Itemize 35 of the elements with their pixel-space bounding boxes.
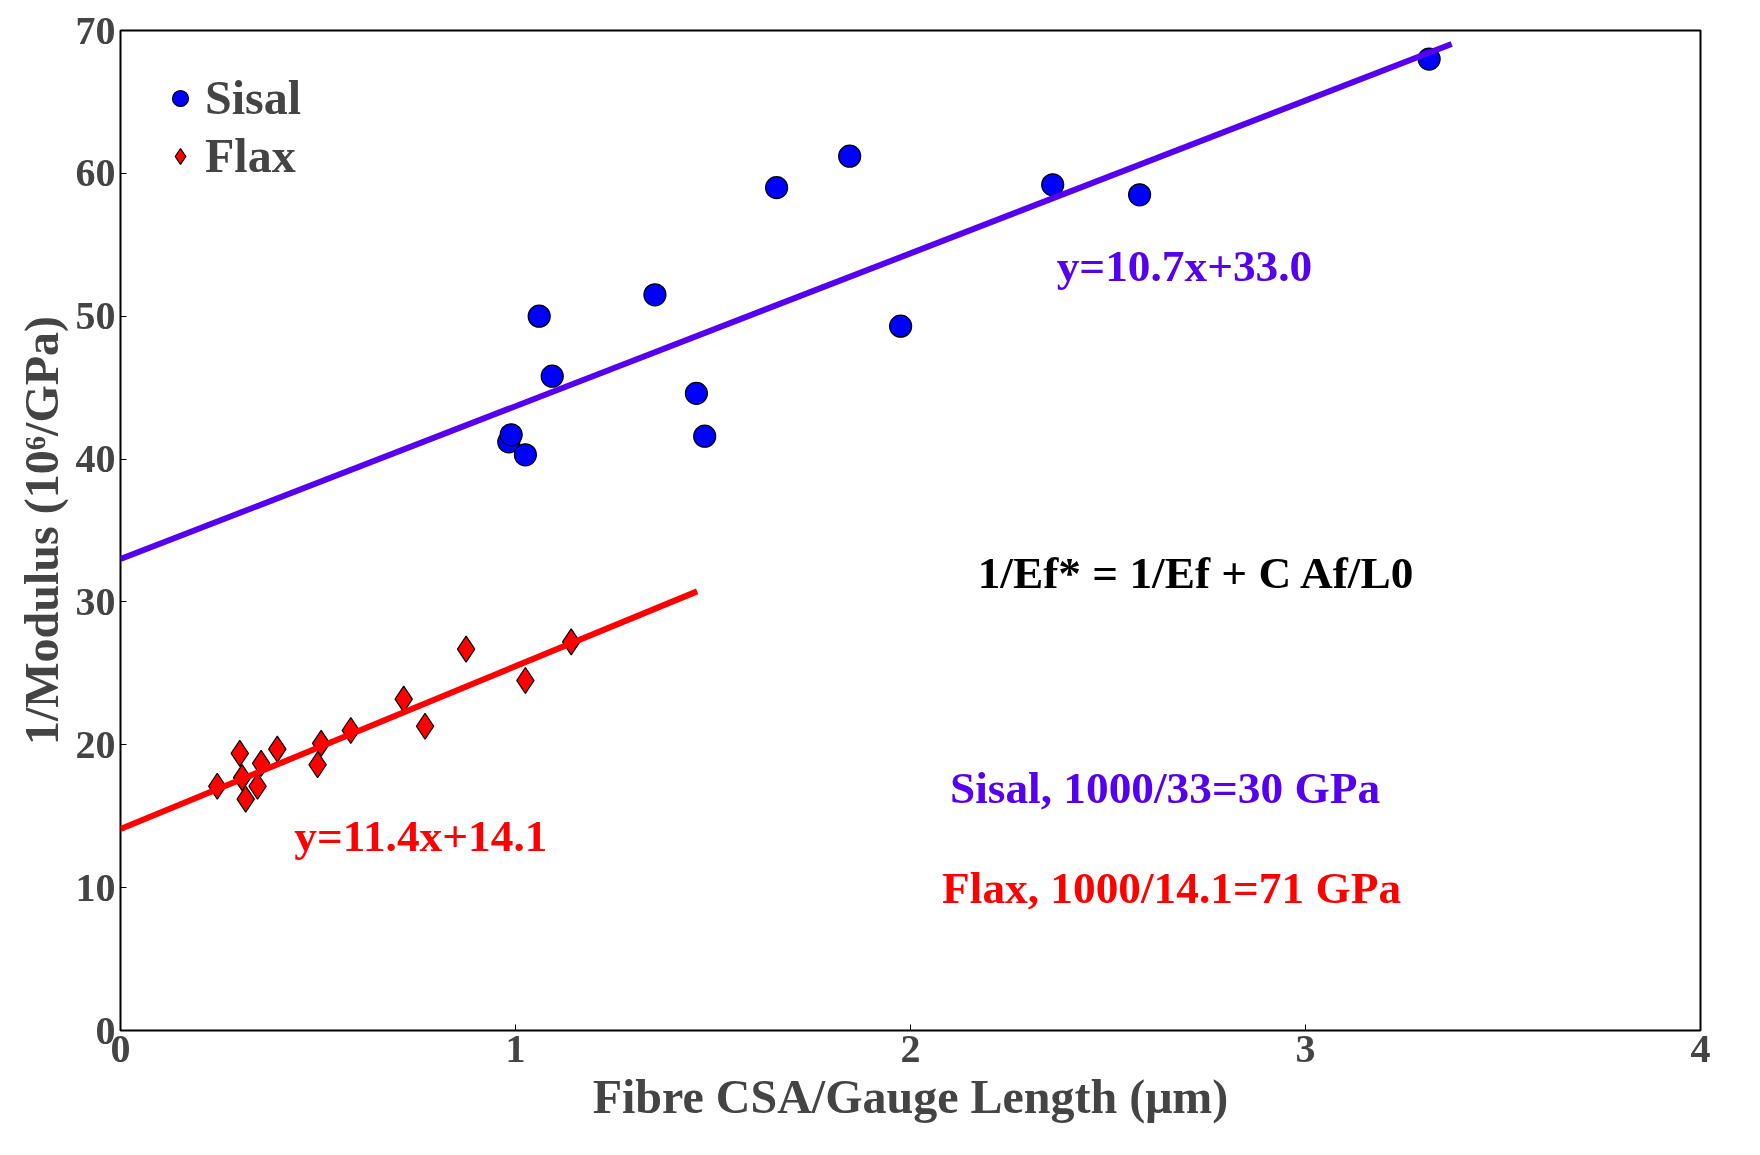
point	[415, 712, 435, 740]
x-tick-label: 3	[1295, 1025, 1316, 1071]
annotation: y=11.4x+14.1	[294, 811, 548, 862]
y-tick-label: 10	[75, 864, 116, 910]
annotation: 1/Ef* = 1/Ef + C Af/L0	[977, 548, 1414, 599]
point	[889, 314, 913, 338]
point	[1041, 173, 1065, 197]
point	[527, 304, 551, 328]
y-tick-label: 70	[75, 7, 116, 53]
point	[230, 739, 250, 767]
x-tick-label: 2	[900, 1025, 921, 1071]
point	[684, 381, 709, 405]
y-tick-label: 30	[75, 578, 116, 624]
y-tick-label: 20	[75, 721, 116, 767]
point	[838, 144, 862, 168]
point	[513, 443, 537, 467]
point	[693, 424, 717, 448]
y-axis-title: 1/Modulus (10⁶/GPa)	[14, 315, 69, 746]
annotation: Flax, 1000/14.1=71 GPa	[942, 862, 1402, 913]
annotation: Sisal, 1000/33=30 GPa	[950, 762, 1381, 813]
y-tick-label: 60	[75, 150, 116, 196]
x-tick-label: 1	[505, 1025, 526, 1071]
point	[1128, 183, 1152, 207]
point	[643, 283, 667, 307]
y-tick-label: 40	[75, 436, 116, 482]
x-tick-label: 4	[1690, 1025, 1711, 1071]
annotation: y=10.7x+33.0	[1056, 241, 1313, 292]
point	[764, 176, 789, 200]
y-tick-label: 50	[75, 293, 116, 339]
point	[540, 364, 564, 388]
legend-label: Flax	[205, 128, 296, 183]
x-axis-title: Fibre CSA/Gauge Length (μm)	[592, 1069, 1229, 1124]
point	[499, 423, 523, 447]
legend-label: Sisal	[205, 70, 302, 125]
point	[456, 635, 476, 663]
